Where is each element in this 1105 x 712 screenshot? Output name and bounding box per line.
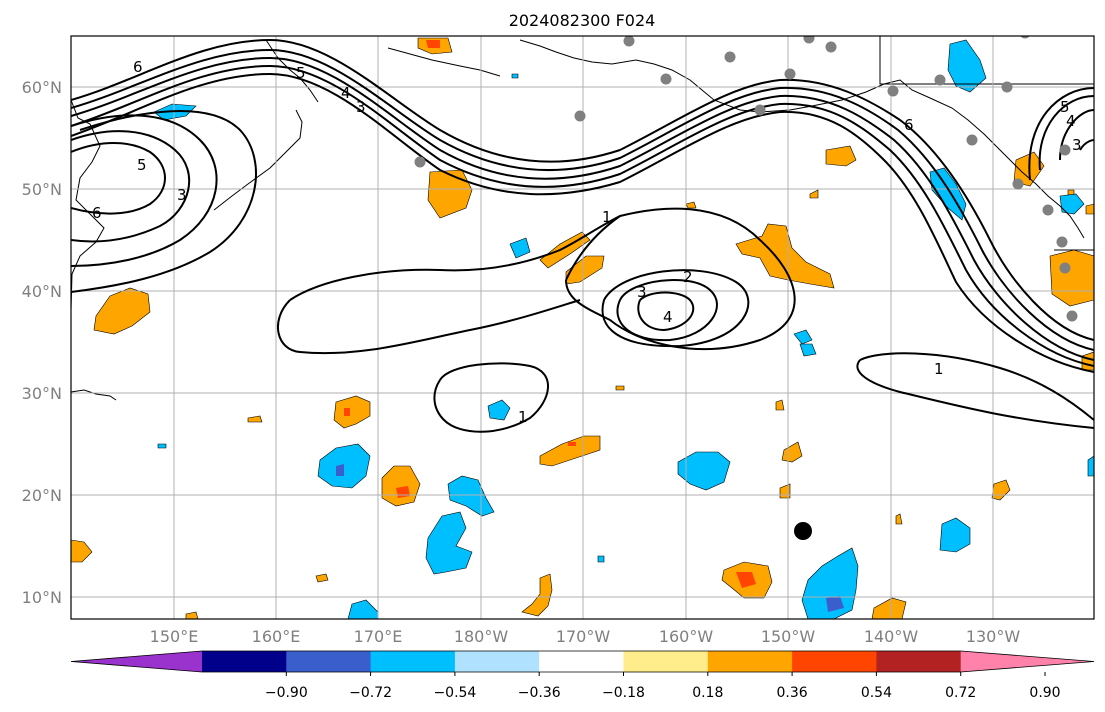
colorbar-tick-label: −0.36 <box>518 685 561 701</box>
contour-label: 1 <box>518 408 528 426</box>
colorbar-segment <box>454 651 540 672</box>
colorbar-tick-label: −0.90 <box>265 685 308 701</box>
lon-label: 160°E <box>252 627 301 646</box>
colorbar-segment <box>539 651 624 672</box>
colorbar-segment <box>623 651 709 672</box>
strong-negative-cores <box>336 464 844 612</box>
colorbar-segment <box>202 651 287 672</box>
colorbar-extend-low <box>71 651 202 672</box>
contour-label: 3 <box>1072 136 1082 154</box>
latitude-labels: 60°N 50°N 40°N 30°N 20°N 10°N <box>22 78 62 607</box>
lon-label: 170°W <box>556 627 611 646</box>
colorbar-tick-label: 0.18 <box>692 685 723 701</box>
colorbar-segment <box>792 651 877 672</box>
contour-label-group: 6 5 4 3 6 5 3 1 2 3 4 1 1 6 5 4 3 <box>92 58 1082 426</box>
lat-label: 60°N <box>22 78 62 97</box>
lat-label: 20°N <box>22 486 62 505</box>
contour-label: 3 <box>177 186 187 204</box>
contour-label: 6 <box>92 204 102 222</box>
map-title: 2024082300 F024 <box>509 11 656 30</box>
colorbar-tick-label: 0.36 <box>777 685 808 701</box>
colorbar-segment <box>286 651 372 672</box>
lat-label: 50°N <box>22 180 62 199</box>
highlight-marker <box>794 522 812 540</box>
lat-label: 40°N <box>22 282 62 301</box>
colorbar-tick-label: 0.90 <box>1029 685 1060 701</box>
longitude-labels: 150°E 160°E 170°E 180°W 170°W 160°W 150°… <box>150 627 1021 646</box>
colorbar-segment <box>370 651 456 672</box>
colorbar-tick-label: 0.72 <box>945 685 976 701</box>
lon-label: 160°W <box>659 627 714 646</box>
contour-label: 5 <box>137 156 147 174</box>
contour-label: 1 <box>602 208 612 226</box>
lat-label: 30°N <box>22 384 62 403</box>
colorbar-segment <box>876 651 962 672</box>
contour-label: 4 <box>663 308 673 326</box>
colorbar: −0.90 −0.72 −0.54 −0.36 −0.18 0.18 0.36 0.54 0.7… <box>70 650 1095 701</box>
colorbar-tick-label: 0.54 <box>861 685 892 701</box>
colorbar-tick-label: −0.72 <box>349 685 392 701</box>
contour-label: 3 <box>637 283 647 301</box>
contour-label: 5 <box>1060 98 1070 116</box>
colorbar-extend-high <box>960 651 1094 672</box>
negative-anomaly-areas <box>153 39 1094 619</box>
lon-label: 170°E <box>354 627 403 646</box>
lat-label: 10°N <box>22 588 62 607</box>
colorbar-segment <box>707 651 793 672</box>
colorbar-tick-label: −0.54 <box>433 685 476 701</box>
contour-label: 6 <box>904 116 914 134</box>
contour-label: 5 <box>296 64 306 82</box>
map-frame <box>70 35 1095 620</box>
contour-label: 1 <box>934 360 944 378</box>
contour-label: 3 <box>356 98 366 116</box>
contour-label: 4 <box>341 84 351 102</box>
colorbar-tick-label: −0.18 <box>602 685 645 701</box>
station-markers <box>414 36 1078 322</box>
positive-anomaly-areas <box>71 37 1094 619</box>
contour-label: 6 <box>133 58 143 76</box>
contour-label: 4 <box>1066 112 1076 130</box>
lon-label: 150°W <box>761 627 816 646</box>
colorbar-outline <box>70 650 1095 673</box>
lon-label: 180°W <box>454 627 509 646</box>
lon-label: 150°E <box>150 627 199 646</box>
lon-label: 140°W <box>864 627 919 646</box>
contour-label: 2 <box>683 268 693 286</box>
lon-label: 130°W <box>966 627 1021 646</box>
